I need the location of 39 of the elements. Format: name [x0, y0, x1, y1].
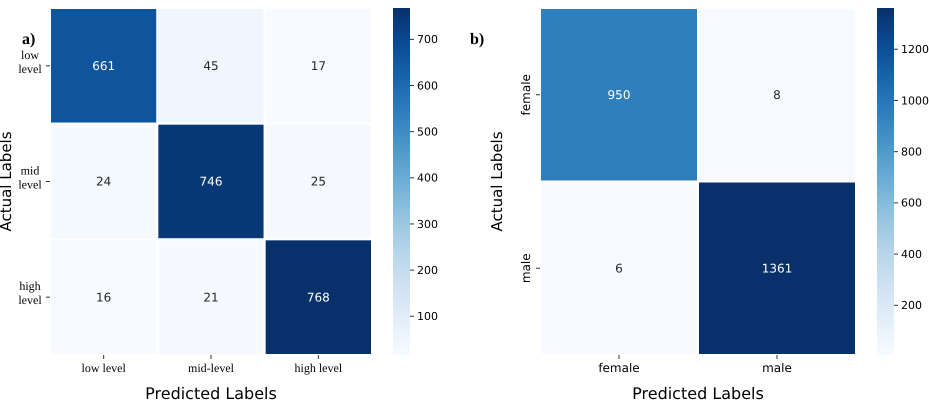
data-label: 17	[310, 59, 326, 74]
color-bar-label: 100	[417, 310, 438, 324]
data-label: 746	[200, 174, 222, 189]
data-label: 8	[773, 88, 781, 102]
color-bar-label: 1200	[901, 43, 929, 56]
data-label: 45	[203, 59, 219, 74]
color-bar-label: 300	[417, 218, 438, 231]
color-bar-label: 200	[417, 264, 438, 277]
text: b)	[470, 31, 484, 48]
color-bar-label: 1000	[901, 94, 929, 108]
data-label: 950	[608, 88, 630, 102]
color-bar-label: 600	[901, 196, 922, 210]
text: a)	[22, 31, 36, 48]
data-label: 16	[96, 290, 112, 304]
y-axis-title: Actual Labels	[488, 131, 506, 232]
color-bar-label: 500	[417, 126, 438, 139]
x-tick-label: high level	[294, 361, 343, 375]
data-label: 24	[96, 174, 112, 189]
data-label: 6	[615, 261, 623, 276]
x-tick-label: female	[598, 361, 640, 375]
x-tick-label: mid-level	[188, 361, 235, 375]
color-bar-label: 400	[417, 172, 438, 185]
y-tick-label: low level	[18, 48, 42, 76]
x-tick-label: male	[762, 361, 792, 375]
data-label: 25	[310, 174, 326, 189]
color-bar-label: 700	[417, 33, 438, 46]
color-bar-label: 200	[901, 299, 922, 312]
color-bar-label: 400	[901, 248, 922, 261]
x-axis-title: Predicted Labels	[145, 384, 277, 403]
color-bar-label: 800	[901, 146, 922, 159]
y-tick-label: high level	[18, 279, 42, 308]
data-label: 21	[203, 290, 219, 304]
color-bar-label: 600	[417, 79, 438, 92]
data-label: 768	[306, 290, 330, 304]
x-tick-label: low level	[82, 361, 126, 375]
x-axis-title: Predicted Labels	[632, 384, 764, 403]
data-label: 1361	[762, 261, 792, 276]
y-tick-label: mid level	[18, 164, 42, 192]
data-label: 661	[92, 59, 116, 74]
